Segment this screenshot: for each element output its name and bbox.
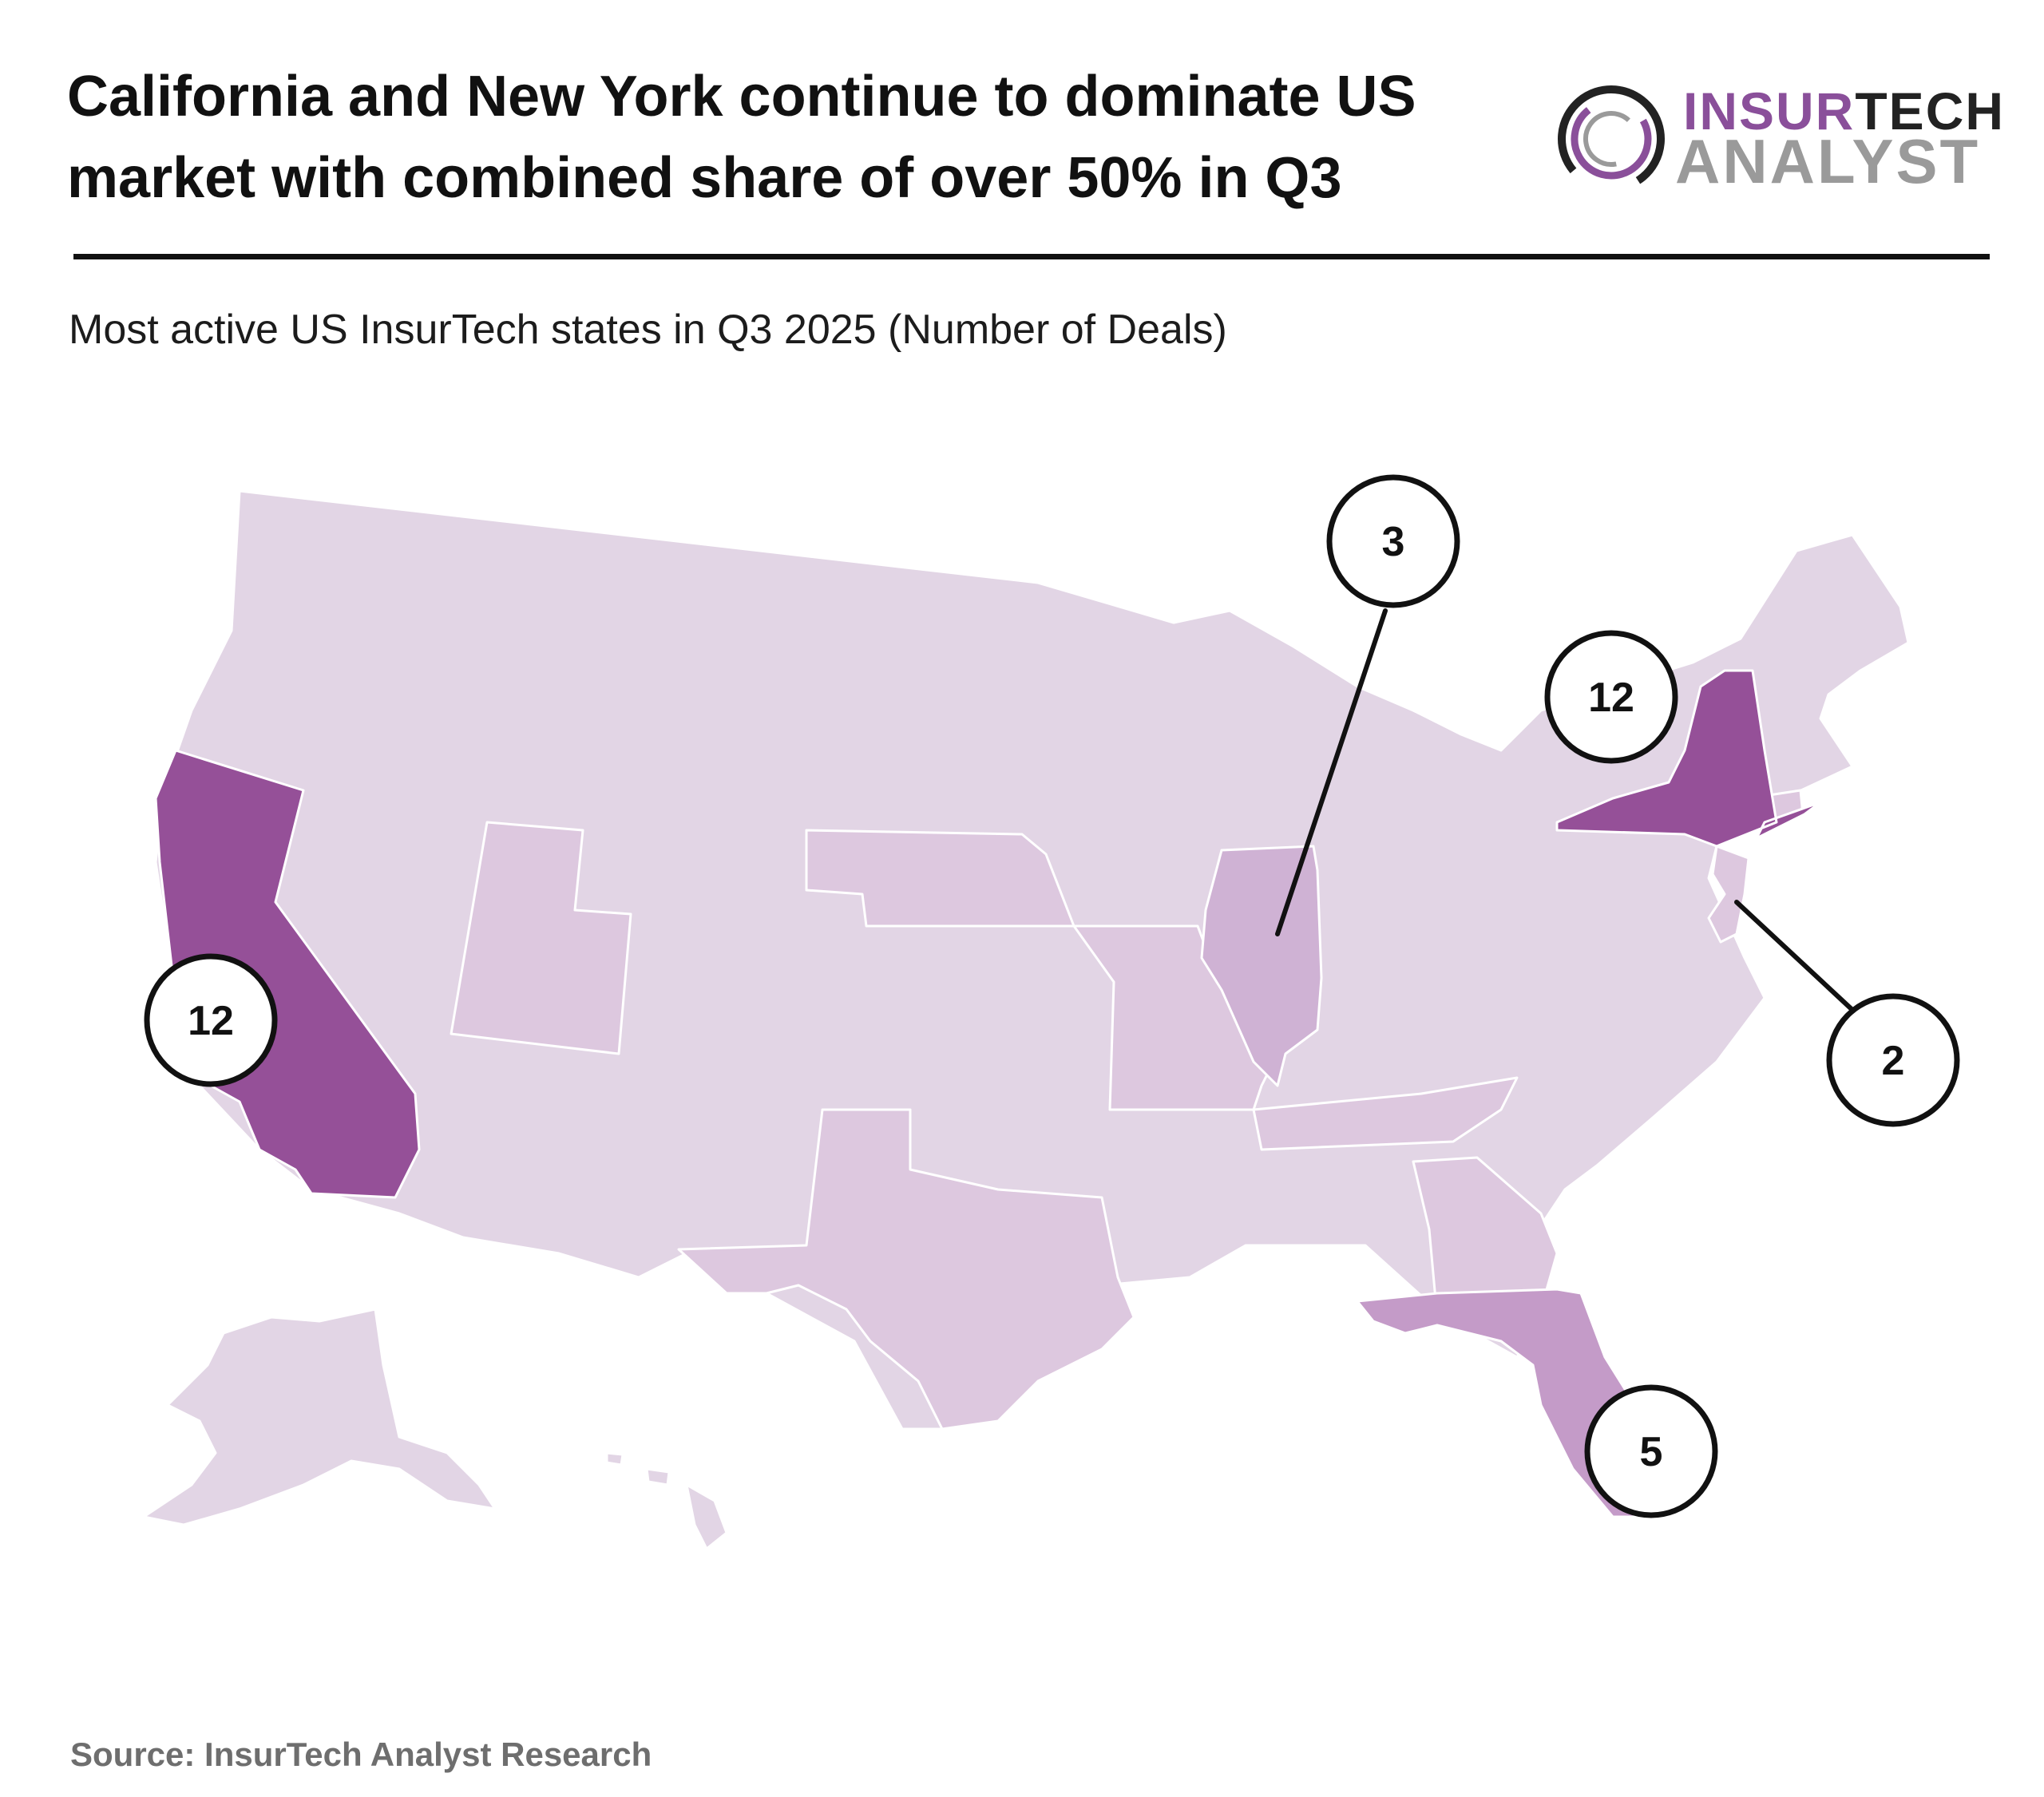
state-georgia (1412, 1156, 1559, 1319)
logo-word-analyst: ANALYST (1675, 126, 1981, 196)
headline-line-1: California and New York continue to domi… (67, 65, 1416, 129)
source-note: Source: InsurTech Analyst Research (70, 1736, 652, 1773)
state-illinois (1200, 845, 1323, 1087)
alaska (142, 1308, 497, 1526)
logo-ring-icon (1558, 85, 1665, 192)
leader-line-nj (1734, 900, 1855, 1012)
state-new-york (1555, 669, 1822, 848)
callout-label-il: 3 (1382, 519, 1405, 565)
callout-label-nj: 2 (1882, 1038, 1905, 1084)
callout-label-ca: 12 (188, 998, 234, 1044)
logo-insur: INSUR (1683, 81, 1856, 141)
callout-new-york: 12 (1544, 630, 1678, 764)
callout-label-ny: 12 (1588, 675, 1634, 721)
state-florida (1356, 1288, 1662, 1518)
map-subtitle: Most active US InsurTech states in Q3 20… (69, 307, 1227, 353)
state-nebraska (805, 829, 1075, 928)
headline-divider (73, 254, 1990, 259)
callout-new-jersey: 2 (1826, 993, 1960, 1127)
state-new-jersey (1707, 845, 1750, 944)
hawaii (605, 1451, 728, 1550)
callout-label-fl: 5 (1640, 1429, 1663, 1475)
headline: California and New York continue to domi… (67, 56, 1568, 219)
callout-illinois: 3 (1326, 474, 1460, 608)
us-states-map: 12 12 3 2 5 (142, 474, 1960, 1550)
callout-california: 12 (144, 953, 278, 1087)
logo-tech: TECH (1855, 81, 2006, 141)
callout-florida: 5 (1584, 1384, 1718, 1518)
state-tennessee (1252, 1076, 1519, 1151)
headline-line-2: market with combined share of over 50% i… (67, 146, 1342, 210)
state-utah (450, 821, 632, 1055)
leader-line-il (1275, 608, 1388, 936)
insurtech-analyst-logo: INSURTECH ANALYST (1555, 80, 2003, 200)
state-texas (677, 1108, 1135, 1431)
logo-word-insurtech: INSURTECH (1683, 83, 2005, 139)
